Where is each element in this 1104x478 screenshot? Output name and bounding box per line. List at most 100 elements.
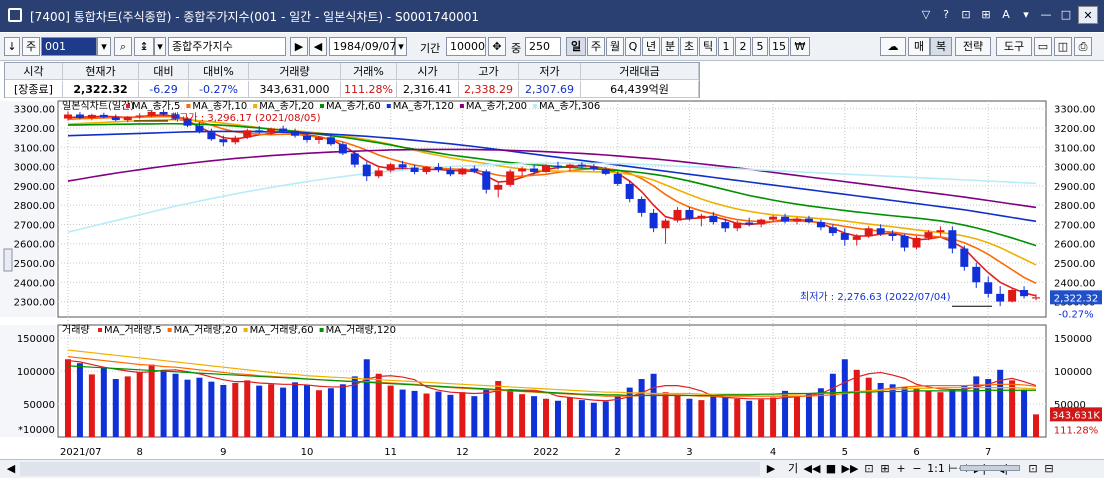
search-icon[interactable]: ⌕ [114, 37, 132, 56]
quote-value: 2,316.41 [397, 81, 459, 98]
volume-bar [913, 388, 920, 437]
candle [984, 282, 993, 294]
volume-bar [196, 377, 203, 437]
volume-bar [973, 376, 980, 437]
scroll-right-icon[interactable]: ▶ [766, 462, 776, 475]
scroll-track[interactable] [20, 462, 760, 476]
interval-button[interactable]: 5 [752, 37, 768, 56]
date-dropdown-icon[interactable]: ▾ [395, 37, 407, 56]
interval-button[interactable]: 월 [606, 37, 624, 56]
scroll-control[interactable]: ▶▶ [841, 462, 859, 475]
candle [267, 128, 276, 133]
x-tick-label: 10 [301, 447, 314, 458]
print-icon[interactable]: ⎙ [1074, 37, 1092, 56]
tools-button[interactable]: 도구 [996, 37, 1032, 56]
candle [757, 219, 766, 225]
scroll-control[interactable]: + [896, 462, 906, 475]
candle [912, 237, 921, 248]
quote-value: 2,307.69 [519, 81, 581, 98]
date-input[interactable]: 1984/09/07 [329, 37, 396, 56]
maximize-icon[interactable]: □ [1060, 8, 1072, 21]
scroll-control[interactable]: ⊟ [1044, 462, 1054, 475]
dropdown-icon[interactable]: ▽ [921, 8, 931, 21]
help-icon[interactable]: ? [943, 8, 949, 21]
name-field[interactable]: 종합주가지수 [168, 37, 286, 56]
candle [374, 170, 383, 177]
interval-button[interactable]: 2 [735, 37, 751, 56]
volume-bar [112, 379, 119, 437]
scroll-control[interactable]: ⊞ [880, 462, 890, 475]
strategy-button[interactable]: 전략 [955, 37, 991, 56]
zoom-slider[interactable] [960, 465, 1020, 471]
font-dropdown-icon[interactable]: ▾ [1023, 8, 1029, 21]
candle [1020, 290, 1029, 297]
candle [279, 128, 288, 131]
volume-bar [865, 377, 872, 437]
quote-value: 343,631,000 [249, 81, 341, 98]
next-arrow-icon[interactable]: ▶ [290, 37, 308, 56]
prev-arrow-icon[interactable]: ◀ [309, 37, 327, 56]
chart-svg[interactable]: 2300.002300.002400.002400.002500.002500.… [0, 99, 1104, 459]
sort-dropdown-icon[interactable]: ▾ [154, 37, 166, 56]
cloud-icon[interactable]: ☁ [880, 37, 906, 56]
code-dropdown-icon[interactable]: ▾ [97, 37, 111, 56]
legend-marker [319, 328, 324, 332]
volume-bar [507, 390, 514, 437]
download-icon[interactable]: ↓ [4, 37, 20, 56]
quote-header: 거래대금 [581, 63, 699, 80]
market-select[interactable]: 주 [22, 37, 40, 56]
chart-scrollbar[interactable]: ◀ ▶ 기◀◀■▶▶⊡⊞+−1:1⊢⊣▶|◀|⊡⊟ [0, 459, 1104, 478]
volume-bar [471, 396, 478, 437]
interval-button[interactable]: 15 [769, 37, 789, 56]
count-input[interactable]: 250 [525, 37, 561, 56]
copy-button[interactable]: 복 [930, 37, 952, 56]
trade-button[interactable]: 매 [908, 37, 930, 56]
y-tick-label: 2800.00 [14, 201, 55, 212]
quote-header: 대비 [139, 63, 189, 80]
interval-button[interactable]: 일 [566, 37, 586, 56]
scroll-control[interactable]: 1:1 [927, 462, 945, 475]
scroll-control[interactable]: ■ [825, 462, 837, 475]
y-tick-label: 2800.00 [1054, 201, 1095, 212]
scroll-control[interactable]: ⊡ [1028, 462, 1038, 475]
volume-bar [363, 359, 370, 437]
grid-icon[interactable]: ⊞ [981, 8, 991, 21]
candle [745, 222, 754, 225]
link-icon[interactable]: ⊡ [961, 8, 971, 21]
candle [338, 144, 347, 154]
interval-button[interactable]: ₩ [790, 37, 810, 56]
interval-button[interactable]: 1 [718, 37, 734, 56]
scroll-control[interactable]: − [912, 462, 922, 475]
candle [506, 171, 515, 185]
legend-marker [186, 104, 191, 108]
scroll-control[interactable]: ⊡ [864, 462, 874, 475]
volume-bar [805, 393, 812, 437]
interval-button[interactable]: 년 [642, 37, 660, 56]
volume-bar [698, 400, 705, 437]
close-icon[interactable]: ✕ [1078, 6, 1098, 24]
volume-bar [339, 384, 346, 437]
save-icon[interactable]: ◫ [1054, 37, 1072, 56]
interval-button[interactable]: 틱 [699, 37, 717, 56]
legend-label: MA_종가,306 [539, 100, 600, 112]
code-input[interactable]: 001 [41, 37, 97, 56]
scroll-control[interactable]: ◀◀ [803, 462, 821, 475]
chart-area[interactable]: 2300.002300.002400.002400.002500.002500.… [0, 99, 1104, 459]
volume-tick-label: 150000 [1054, 334, 1092, 345]
font-icon[interactable]: A [1002, 8, 1010, 21]
sort-icon[interactable]: ↨ [134, 37, 154, 56]
x-tick-label: 9 [220, 447, 226, 458]
folder-icon[interactable]: ▭ [1034, 37, 1052, 56]
period-input[interactable]: 10000 [446, 37, 486, 56]
quote-value: -0.27% [189, 81, 249, 98]
interval-button[interactable]: 초 [680, 37, 698, 56]
candle [1032, 297, 1041, 299]
scroll-control[interactable]: 기 [787, 462, 799, 475]
volume-bar [650, 373, 657, 437]
interval-button[interactable]: 분 [661, 37, 679, 56]
minimize-icon[interactable]: — [1040, 8, 1052, 21]
interval-button[interactable]: 주 [587, 37, 605, 56]
move-icon[interactable]: ✥ [488, 37, 506, 56]
interval-button[interactable]: Q [625, 37, 641, 56]
scroll-left-icon[interactable]: ◀ [6, 462, 16, 475]
